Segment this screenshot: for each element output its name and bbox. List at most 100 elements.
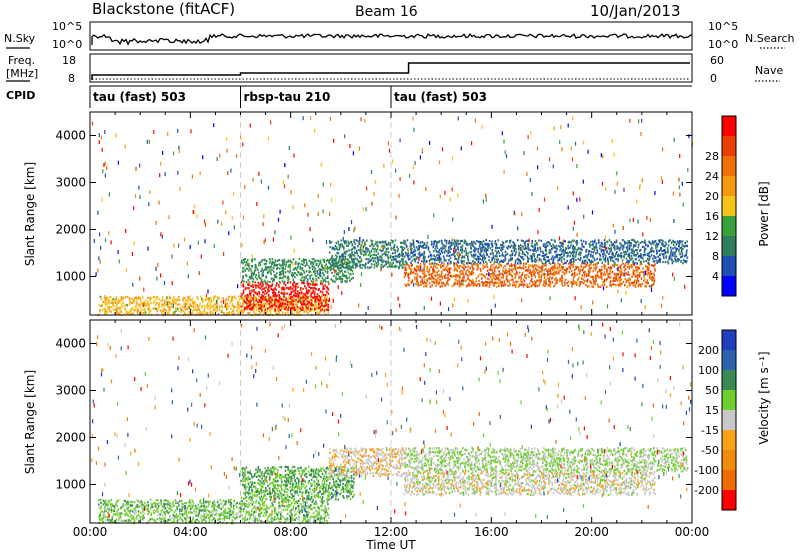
heatmap-cell: [291, 312, 293, 314]
heatmap-cell: [221, 306, 223, 308]
heatmap-cell: [273, 278, 275, 280]
heatmap-cell: [395, 216, 396, 220]
heatmap-cell: [265, 296, 267, 298]
heatmap-cell: [436, 267, 438, 269]
heatmap-cell: [343, 246, 345, 248]
heatmap-cell: [274, 304, 276, 306]
heatmap-cell: [465, 254, 467, 256]
heatmap-cell: [182, 520, 184, 522]
heatmap-cell: [559, 257, 561, 259]
heatmap-cell: [413, 251, 415, 253]
heatmap-cell: [601, 276, 603, 278]
heatmap-cell: [272, 261, 274, 263]
heatmap-cell: [270, 305, 272, 307]
heatmap-cell: [562, 266, 564, 268]
heatmap-cell: [310, 116, 311, 120]
heatmap-cell: [292, 303, 294, 305]
heatmap-cell: [647, 266, 649, 268]
heatmap-cell: [604, 279, 606, 281]
heatmap-cell: [363, 264, 365, 266]
heatmap-cell: [256, 267, 258, 269]
beam-label: Beam 16: [355, 4, 418, 20]
heatmap-cell: [496, 282, 498, 284]
heatmap-cell: [549, 281, 551, 283]
heatmap-cell: [262, 274, 264, 276]
heatmap-cell: [373, 257, 375, 259]
heatmap-cell: [293, 300, 295, 302]
heatmap-cell: [116, 518, 118, 520]
heatmap-cell: [181, 309, 183, 311]
heatmap-cell: [481, 241, 483, 243]
heatmap-cell: [353, 263, 355, 265]
heatmap-cell: [537, 249, 539, 251]
heatmap-cell: [257, 293, 259, 295]
heatmap-cell: [603, 258, 605, 260]
heatmap-cell: [288, 296, 290, 298]
heatmap-cell: [147, 140, 148, 144]
heatmap-cell: [258, 272, 260, 274]
heatmap-cell: [644, 278, 646, 280]
heatmap-cell: [420, 241, 422, 243]
heatmap-cell: [565, 248, 567, 250]
heatmap-cell: [434, 240, 436, 242]
heatmap-cell: [300, 307, 302, 309]
heatmap-cell: [139, 515, 141, 517]
heatmap-cell: [456, 269, 458, 271]
heatmap-cell: [439, 249, 441, 251]
heatmap-cell: [252, 286, 254, 288]
heatmap-cell: [461, 146, 462, 150]
heatmap-cell: [458, 262, 460, 264]
heatmap-cell: [632, 249, 634, 251]
heatmap-cell: [332, 280, 334, 282]
heatmap-cell: [104, 506, 106, 508]
heatmap-cell: [652, 258, 654, 260]
heatmap-cell: [512, 241, 514, 243]
heatmap-cell: [604, 239, 606, 241]
heatmap-cell: [198, 312, 200, 314]
heatmap-cell: [138, 186, 139, 190]
heatmap-cell: [452, 303, 453, 307]
heatmap-cell: [307, 312, 309, 314]
heatmap-cell: [373, 260, 375, 262]
heatmap-cell: [232, 297, 234, 299]
heatmap-cell: [537, 230, 538, 234]
heatmap-cell: [413, 283, 414, 287]
heatmap-cell: [299, 311, 301, 313]
heatmap-cell: [305, 298, 307, 300]
heatmap-cell: [470, 251, 472, 253]
heatmap-cell: [126, 268, 127, 272]
heatmap-cell: [162, 151, 163, 155]
heatmap-cell: [431, 281, 433, 283]
y-tick-label: 1000: [55, 269, 86, 283]
heatmap-cell: [637, 276, 639, 278]
heatmap-cell: [316, 308, 318, 310]
heatmap-cell: [551, 267, 553, 269]
heatmap-cell: [618, 273, 620, 275]
nsky-trace: [92, 34, 692, 45]
heatmap-cell: [457, 283, 459, 285]
heatmap-cell: [547, 256, 549, 258]
heatmap-cell: [175, 299, 177, 301]
heatmap-cell: [519, 272, 521, 274]
heatmap-cell: [111, 240, 112, 244]
heatmap-cell: [374, 250, 376, 252]
heatmap-cell: [392, 262, 394, 264]
heatmap-cell: [540, 240, 542, 242]
heatmap-cell: [553, 257, 555, 259]
heatmap-cell: [525, 245, 527, 247]
heatmap-cell: [124, 500, 126, 502]
heatmap-cell: [541, 271, 543, 273]
heatmap-cell: [434, 275, 436, 277]
heatmap-cell: [318, 303, 320, 305]
heatmap-cell: [300, 287, 302, 289]
heatmap-cell: [400, 138, 401, 142]
heatmap-cell: [460, 242, 462, 244]
heatmap-cell: [603, 282, 605, 284]
heatmap-cell: [683, 203, 684, 207]
heatmap-cell: [555, 247, 557, 249]
heatmap-cell: [601, 272, 603, 274]
heatmap-cell: [601, 269, 603, 271]
heatmap-cell: [583, 215, 584, 219]
heatmap-cell: [282, 280, 284, 282]
heatmap-cell: [596, 258, 598, 260]
